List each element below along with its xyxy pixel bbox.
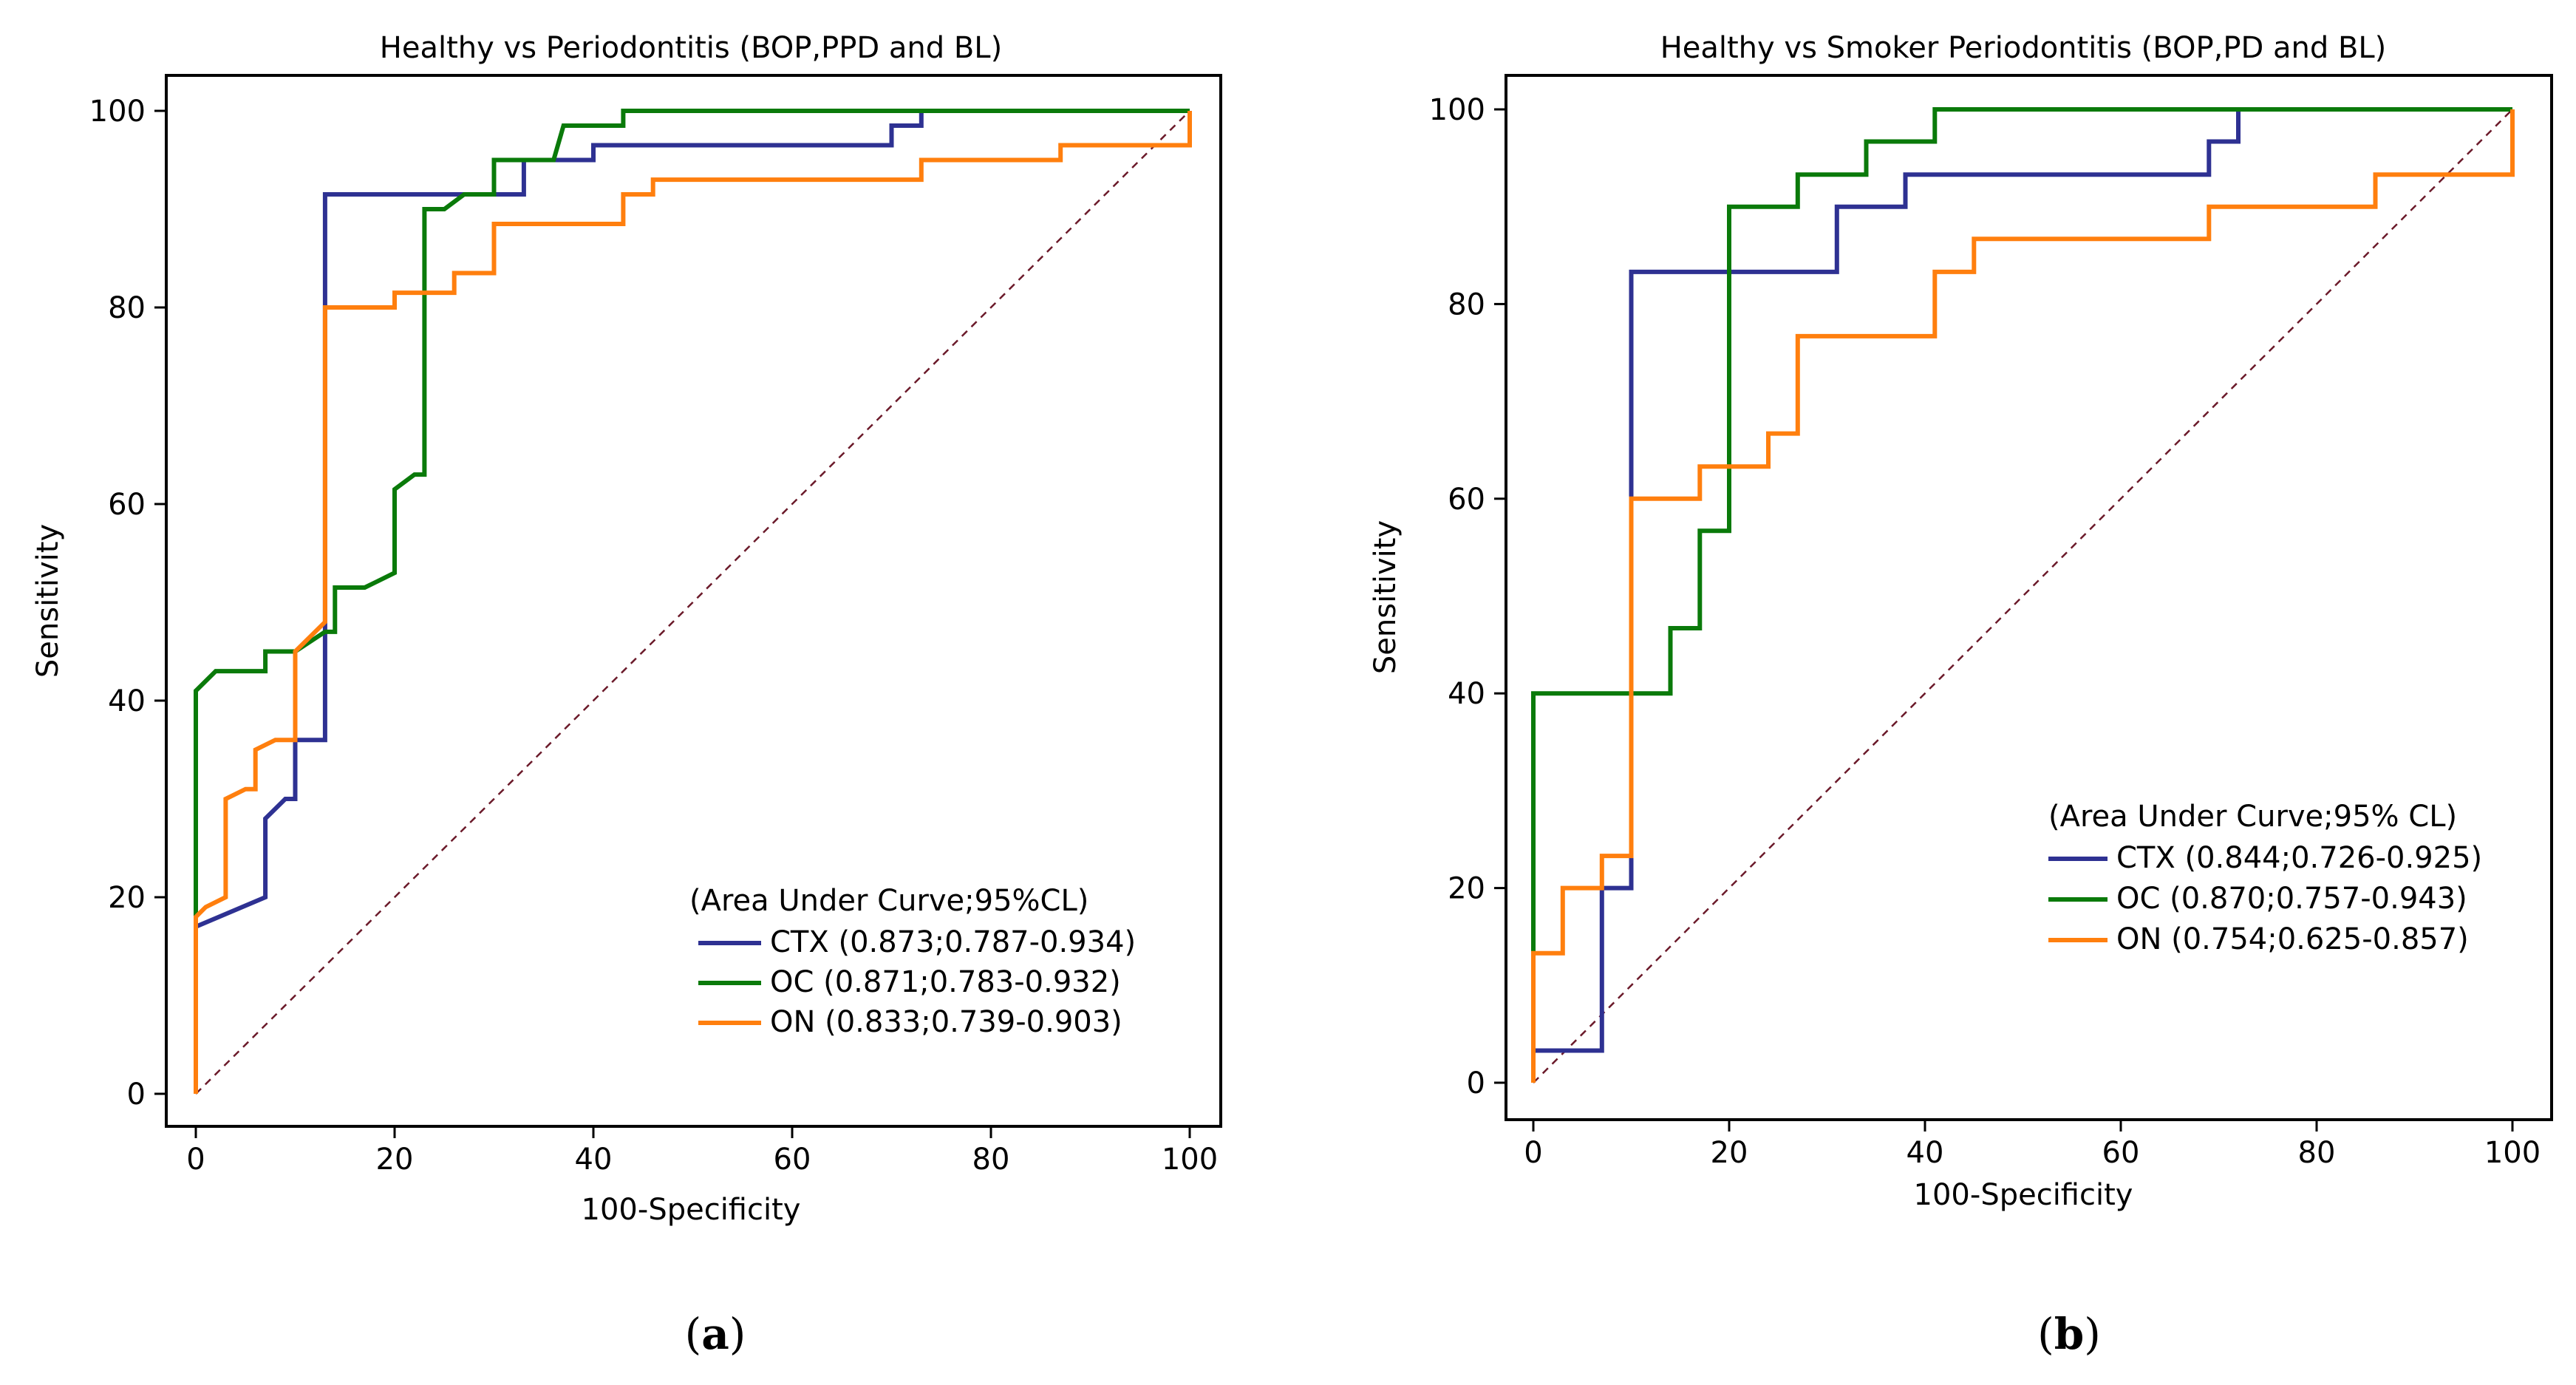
roc-line-oc [1531,107,2512,953]
legend-items: CTX (0.844;0.726-0.925) OC (0.870;0.757-0… [2048,841,2482,956]
x-tick-label: 40 [575,1143,613,1177]
x-tick-label: 60 [774,1143,811,1177]
panel-caption: (b) [2037,1309,2101,1359]
y-tick-label: 60 [1448,483,1485,517]
legend-label: OC (0.870;0.757-0.943) [2116,882,2467,916]
caption-open: ( [685,1309,702,1359]
roc-line-on [194,111,1192,1094]
x-axis-label: 100-Specificity [582,1193,801,1227]
roc-curves [194,109,1192,1094]
x-tick-label: 0 [186,1143,205,1177]
x-tick-label: 60 [2102,1136,2140,1170]
roc-panel-b: Healthy vs Smoker Periodontitis (BOP,PD … [1369,31,2553,1359]
caption-close: ) [2084,1309,2101,1359]
legend-label: CTX (0.873;0.787-0.934) [770,925,1136,959]
chart-title: Healthy vs Smoker Periodontitis (BOP,PD … [1660,31,2387,65]
y-tick-label: 20 [1448,872,1485,906]
roc-line-on [1531,109,2515,1083]
legend-title: (Area Under Curve;95% CL) [2048,800,2457,834]
y-tick-label: 0 [1467,1066,1485,1100]
roc-curves [1531,107,2515,1083]
y-tick-label: 40 [1448,677,1485,711]
legend-label: ON (0.754;0.625-0.857) [2116,922,2469,956]
y-tick-label: 40 [108,684,146,718]
reference-diagonal [195,110,1190,1095]
x-tick-label: 100 [2484,1136,2541,1170]
y-tick-label: 60 [108,488,146,522]
x-tick-label: 100 [1162,1143,1218,1177]
plot-frame [165,74,1222,1128]
x-tick-label: 80 [972,1143,1010,1177]
x-tick-label: 20 [1711,1136,1748,1170]
reference-diagonal [1533,109,2513,1083]
y-tick-label: 80 [1448,287,1485,321]
legend-label: ON (0.833;0.739-0.903) [770,1005,1122,1039]
chart-title: Healthy vs Periodontitis (BOP,PPD and BL… [380,31,1002,65]
caption-open: ( [2037,1309,2054,1359]
legend-label: CTX (0.844;0.726-0.925) [2116,841,2482,875]
legend-label: OC (0.871;0.783-0.932) [770,965,1121,999]
y-tick-label: 100 [1429,93,1485,127]
y-axis: 0 20 40 60 80 100 [1429,93,1506,1100]
y-tick-label: 20 [108,881,146,915]
x-tick-label: 40 [1907,1136,1944,1170]
y-axis-label: Sensitivity [31,524,65,678]
y-axis: 0 20 40 60 80 100 [89,95,166,1112]
caption-close: ) [729,1309,746,1359]
y-tick-label: 80 [108,291,146,325]
y-tick-label: 0 [127,1078,146,1112]
roc-line-ctx [1531,107,2512,1083]
x-tick-label: 80 [2298,1136,2336,1170]
x-tick-label: 20 [376,1143,414,1177]
x-tick-label: 0 [1524,1136,1542,1170]
plot-frame [1505,74,2553,1121]
legend-items: CTX (0.873;0.787-0.934) OC (0.871;0.783-0… [698,925,1136,1039]
y-axis-label: Sensitivity [1369,520,1403,674]
roc-line-oc [194,109,1190,1094]
x-axis: 0 20 40 60 80 100 [1524,1120,2541,1170]
roc-line-ctx [194,109,1190,937]
roc-panel-a: Healthy vs Periodontitis (BOP,PPD and BL… [31,31,1222,1359]
legend: (Area Under Curve;95% CL) CTX (0.844;0.7… [2048,800,2482,956]
caption-letter: b [2054,1309,2085,1359]
x-axis-label: 100-Specificity [1914,1178,2133,1212]
legend: (Area Under Curve;95%CL) CTX (0.873;0.78… [689,884,1136,1039]
panel-caption: (a) [685,1309,746,1359]
x-axis: 0 20 40 60 80 100 [186,1126,1218,1177]
legend-title: (Area Under Curve;95%CL) [689,884,1088,918]
y-tick-label: 100 [89,95,146,129]
caption-letter: a [701,1309,729,1359]
